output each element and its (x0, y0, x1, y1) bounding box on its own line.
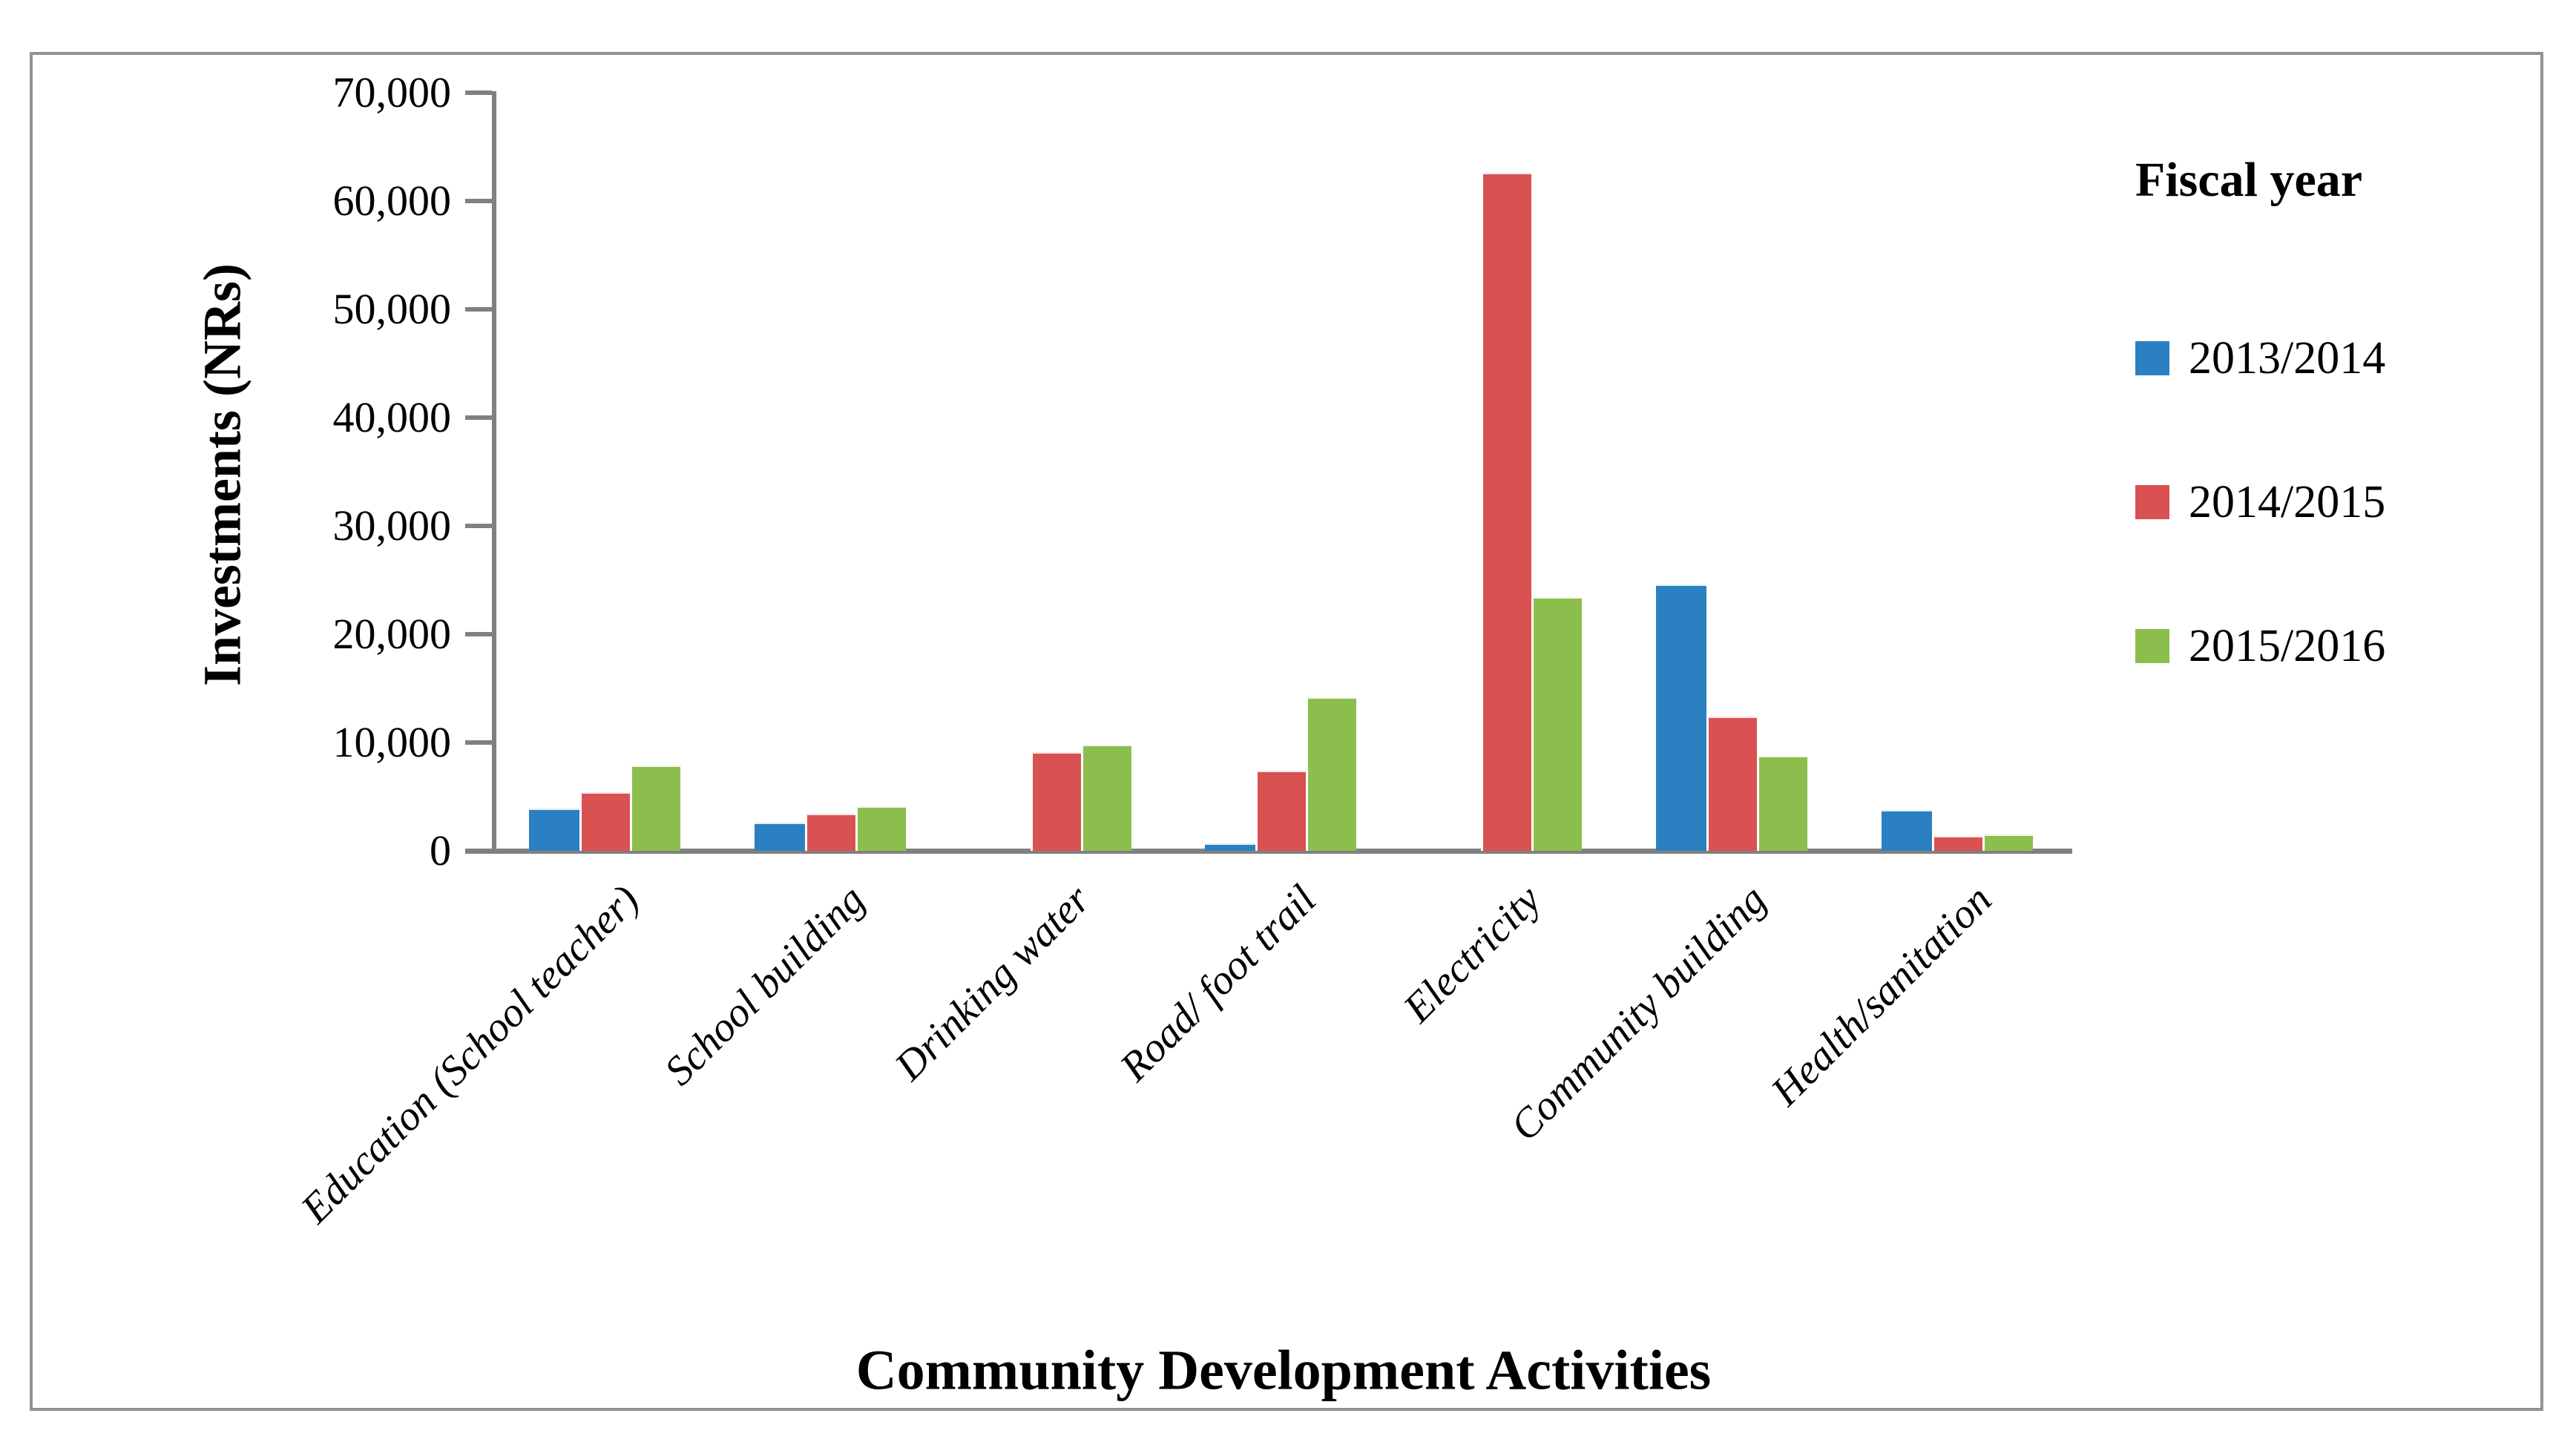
y-tick-label: 40,000 (332, 393, 452, 441)
bar (1757, 756, 1807, 851)
y-tick-label: 0 (430, 826, 451, 875)
legend-item: 2013/2014 (2135, 329, 2551, 387)
legend: Fiscal year 2013/2014 2014/2015 2015/2016 (2135, 148, 2551, 761)
bar (1932, 836, 1982, 851)
legend-item-label: 2014/2015 (2189, 477, 2386, 527)
y-axis-line (492, 91, 496, 854)
legend-item-label: 2013/2014 (2189, 333, 2386, 383)
bar (1982, 834, 2033, 851)
y-axis-tick (465, 632, 492, 636)
y-axis-tick (465, 307, 492, 312)
bar (1531, 597, 1582, 851)
bar (529, 809, 579, 851)
bar (755, 823, 805, 851)
legend-items: 2013/2014 2014/2015 2015/2016 (2135, 329, 2551, 675)
y-axis-tick (465, 740, 492, 745)
y-axis-tick (465, 199, 492, 203)
legend-swatch (2135, 629, 2169, 663)
y-axis-tick (465, 90, 492, 95)
bar (1205, 843, 1255, 851)
bar (855, 806, 906, 851)
bar (630, 766, 680, 851)
bar (1481, 173, 1531, 851)
y-tick-label: 70,000 (332, 68, 452, 116)
bar (1656, 585, 1706, 851)
y-tick-label: 50,000 (332, 285, 452, 333)
bar (579, 792, 630, 851)
bar (1081, 745, 1131, 851)
y-tick-label: 20,000 (332, 610, 452, 658)
y-tick-label: 10,000 (332, 718, 452, 766)
legend-swatch (2135, 485, 2169, 519)
legend-item: 2015/2016 (2135, 617, 2551, 675)
legend-item: 2014/2015 (2135, 473, 2551, 531)
bar (805, 814, 855, 851)
legend-swatch (2135, 341, 2169, 375)
bar (1882, 810, 1932, 851)
bar (1031, 752, 1081, 851)
y-tick-label: 60,000 (332, 177, 452, 225)
x-axis-line (465, 849, 2072, 854)
y-axis-tick (465, 524, 492, 528)
bar (1706, 717, 1757, 851)
x-axis-title: Community Development Activities (855, 1339, 1712, 1402)
figure-border (30, 52, 2543, 1411)
y-tick-label: 30,000 (332, 501, 452, 550)
y-axis-tick (465, 415, 492, 420)
bar (1306, 697, 1356, 851)
legend-item-label: 2015/2016 (2189, 621, 2386, 671)
bar (1255, 771, 1306, 851)
legend-title: Fiscal year (2135, 153, 2363, 207)
